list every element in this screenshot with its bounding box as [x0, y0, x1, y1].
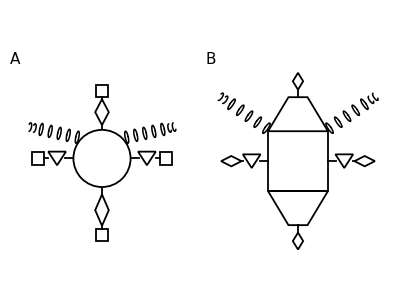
- Bar: [96, 85, 108, 97]
- Circle shape: [74, 130, 130, 187]
- Text: B: B: [206, 52, 216, 67]
- Bar: [268, 131, 328, 191]
- Bar: [32, 152, 44, 164]
- Text: A: A: [10, 52, 20, 67]
- Bar: [292, 144, 304, 179]
- Polygon shape: [268, 97, 328, 131]
- Bar: [160, 152, 172, 164]
- Bar: [96, 229, 108, 241]
- Bar: [280, 156, 316, 167]
- Bar: [86, 153, 118, 164]
- Polygon shape: [268, 191, 328, 225]
- Bar: [97, 143, 107, 174]
